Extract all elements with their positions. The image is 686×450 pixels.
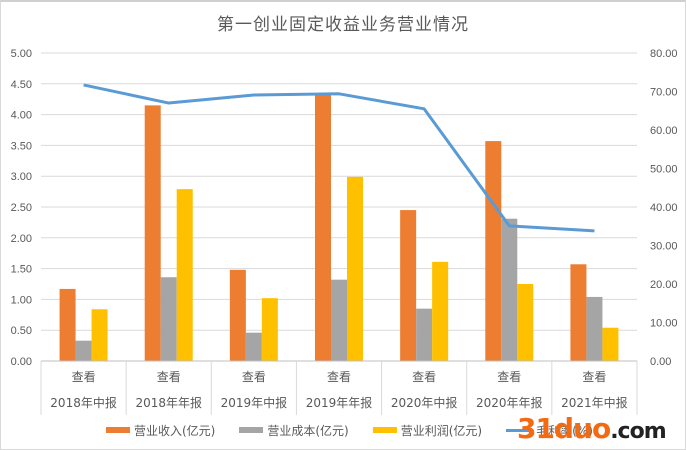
bar <box>245 332 262 361</box>
view-link[interactable]: 查看 <box>497 370 521 384</box>
bar <box>144 105 161 361</box>
x-category-label: 2019年中报 <box>221 395 288 410</box>
bar <box>586 296 603 361</box>
y-left-tick: 4.50 <box>11 79 32 91</box>
bar <box>485 141 502 361</box>
bar <box>261 298 278 361</box>
chart-legend: 营业收入(亿元) 营业成本(亿元) 营业利润(亿元) 毛利率(%) <box>106 420 617 440</box>
legend-item: 毛利率(%) <box>506 422 593 439</box>
view-link[interactable]: 查看 <box>582 370 606 384</box>
y-left-tick: 3.00 <box>11 171 32 183</box>
gross-margin-line <box>83 83 595 233</box>
y-left-tick: 0.50 <box>11 325 32 337</box>
bar <box>160 277 177 361</box>
watermark-text: 31duo <box>517 412 611 445</box>
view-link[interactable]: 查看 <box>412 370 436 384</box>
x-category-label: 2018年中报 <box>50 395 117 410</box>
bar <box>347 176 363 361</box>
view-link[interactable]: 查看 <box>327 370 351 384</box>
legend-swatch-icon <box>106 427 130 433</box>
y-right-tick: 0.00 <box>650 356 671 368</box>
bar <box>229 269 246 361</box>
y-left-tick: 2.50 <box>11 202 32 214</box>
x-category-label: 2019年年报 <box>306 395 373 410</box>
bar <box>91 309 108 361</box>
y-right-tick: 20.00 <box>650 279 678 291</box>
bar <box>570 264 587 361</box>
x-category-label: 2021年中报 <box>561 395 628 410</box>
y-right-tick: 60.00 <box>650 125 678 137</box>
view-link[interactable]: 查看 <box>72 370 96 384</box>
view-link[interactable]: 查看 <box>157 370 181 384</box>
x-category-label: 2020年中报 <box>391 395 458 410</box>
y-left-tick: 5.00 <box>11 48 32 60</box>
bar <box>176 189 193 361</box>
view-link[interactable]: 查看 <box>242 370 266 384</box>
bar <box>517 284 534 361</box>
legend-item: 营业收入(亿元) <box>106 422 215 439</box>
y-right-tick: 30.00 <box>650 241 678 253</box>
bar <box>400 210 417 361</box>
legend-item: 营业成本(亿元) <box>239 422 349 439</box>
legend-label: 毛利率(%) <box>536 423 593 438</box>
watermark-logo: 31duo.com <box>517 412 667 445</box>
bar <box>416 308 433 361</box>
y-right-tick: 70.00 <box>650 87 678 99</box>
y-right-tick: 40.00 <box>650 202 678 214</box>
bar <box>501 218 518 361</box>
legend-label: 营业利润(亿元) <box>400 423 483 438</box>
y-left-tick: 1.50 <box>11 264 32 276</box>
y-right-tick: 50.00 <box>650 164 678 176</box>
x-category-label: 2018年年报 <box>135 395 202 410</box>
legend-swatch-icon <box>372 427 397 433</box>
y-right-tick: 10.00 <box>650 318 678 330</box>
x-category-label: 2020年年报 <box>476 395 543 410</box>
legend-swatch-icon <box>239 427 264 433</box>
watermark-domain: .com <box>610 419 666 444</box>
y-left-tick: 1.00 <box>11 294 32 306</box>
bar <box>59 288 76 361</box>
bar <box>315 94 331 361</box>
bar <box>432 261 449 361</box>
legend-label: 营业收入(亿元) <box>134 423 216 438</box>
bar <box>602 327 619 361</box>
bar <box>75 340 92 361</box>
bar <box>331 279 347 361</box>
y-left-tick: 2.00 <box>11 233 32 245</box>
chart-title: 第一创业固定收益业务营业情况 <box>217 15 469 35</box>
y-left-tick: 0.00 <box>11 356 32 368</box>
legend-swatch-icon <box>506 428 533 432</box>
legend-label: 营业成本(亿元) <box>267 423 349 438</box>
y-left-tick: 3.50 <box>11 140 32 152</box>
y-left-tick: 4.00 <box>11 110 32 122</box>
y-right-tick: 80.00 <box>650 48 678 60</box>
legend-item: 营业利润(亿元) <box>372 422 483 439</box>
